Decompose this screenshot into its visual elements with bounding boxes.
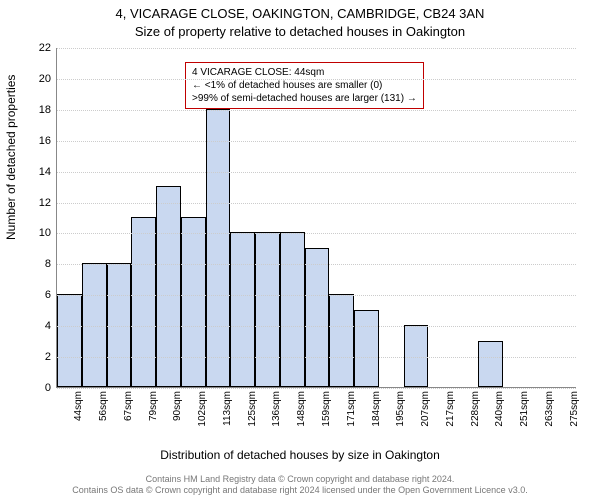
gridline bbox=[57, 326, 576, 327]
plot-area: 4 VICARAGE CLOSE: 44sqm ← <1% of detache… bbox=[56, 48, 576, 388]
x-tick-label: 102sqm bbox=[197, 387, 208, 427]
bar bbox=[305, 248, 330, 387]
x-tick-label: 240sqm bbox=[494, 387, 505, 427]
x-tick-label: 90sqm bbox=[172, 387, 183, 421]
x-tick-label: 195sqm bbox=[395, 387, 406, 427]
callout-line-2: ← <1% of detached houses are smaller (0) bbox=[192, 79, 417, 92]
x-tick-label: 79sqm bbox=[148, 387, 159, 421]
bar bbox=[255, 232, 280, 387]
y-tick-label: 4 bbox=[29, 320, 57, 332]
gridline bbox=[57, 48, 576, 49]
y-tick-label: 18 bbox=[29, 104, 57, 116]
y-tick-label: 12 bbox=[29, 197, 57, 209]
y-axis-label: Number of detached properties bbox=[4, 75, 18, 240]
footer-line-1: Contains HM Land Registry data © Crown c… bbox=[0, 474, 600, 485]
x-tick-label: 136sqm bbox=[271, 387, 282, 427]
x-tick-label: 228sqm bbox=[470, 387, 481, 427]
x-tick-label: 263sqm bbox=[544, 387, 555, 427]
bar bbox=[57, 294, 82, 387]
x-tick-label: 67sqm bbox=[123, 387, 134, 421]
gridline bbox=[57, 79, 576, 80]
bar bbox=[280, 232, 305, 387]
x-tick-label: 56sqm bbox=[98, 387, 109, 421]
bar bbox=[230, 232, 255, 387]
callout-line-1: 4 VICARAGE CLOSE: 44sqm bbox=[192, 66, 417, 79]
callout-box: 4 VICARAGE CLOSE: 44sqm ← <1% of detache… bbox=[185, 62, 424, 109]
y-tick-label: 6 bbox=[29, 289, 57, 301]
x-tick-label: 148sqm bbox=[296, 387, 307, 427]
footer-attribution: Contains HM Land Registry data © Crown c… bbox=[0, 474, 600, 496]
gridline bbox=[57, 110, 576, 111]
x-axis-label: Distribution of detached houses by size … bbox=[0, 448, 600, 462]
chart-title-main: 4, VICARAGE CLOSE, OAKINGTON, CAMBRIDGE,… bbox=[0, 6, 600, 21]
chart-title-sub: Size of property relative to detached ho… bbox=[0, 24, 600, 39]
x-tick-label: 217sqm bbox=[445, 387, 456, 427]
gridline bbox=[57, 141, 576, 142]
y-tick-label: 0 bbox=[29, 382, 57, 394]
x-tick-label: 171sqm bbox=[346, 387, 357, 427]
x-tick-label: 275sqm bbox=[569, 387, 580, 427]
bar bbox=[206, 109, 231, 387]
y-tick-label: 2 bbox=[29, 351, 57, 363]
x-tick-label: 251sqm bbox=[519, 387, 530, 427]
histogram-chart: 4, VICARAGE CLOSE, OAKINGTON, CAMBRIDGE,… bbox=[0, 0, 600, 500]
y-tick-label: 8 bbox=[29, 258, 57, 270]
bar bbox=[354, 310, 379, 387]
gridline bbox=[57, 357, 576, 358]
y-tick-label: 14 bbox=[29, 166, 57, 178]
x-tick-label: 207sqm bbox=[420, 387, 431, 427]
y-tick-label: 10 bbox=[29, 227, 57, 239]
x-tick-label: 125sqm bbox=[247, 387, 258, 427]
gridline bbox=[57, 203, 576, 204]
x-tick-label: 44sqm bbox=[73, 387, 84, 421]
footer-line-2: Contains OS data © Crown copyright and d… bbox=[0, 485, 600, 496]
x-tick-label: 159sqm bbox=[321, 387, 332, 427]
bar bbox=[329, 294, 354, 387]
bar bbox=[131, 217, 156, 387]
y-tick-label: 20 bbox=[29, 73, 57, 85]
gridline bbox=[57, 172, 576, 173]
bar bbox=[181, 217, 206, 387]
y-tick-label: 22 bbox=[29, 42, 57, 54]
gridline bbox=[57, 295, 576, 296]
x-tick-label: 113sqm bbox=[222, 387, 233, 426]
gridline bbox=[57, 264, 576, 265]
y-tick-label: 16 bbox=[29, 135, 57, 147]
x-tick-label: 184sqm bbox=[371, 387, 382, 427]
callout-line-3: >99% of semi-detached houses are larger … bbox=[192, 92, 417, 105]
gridline bbox=[57, 233, 576, 234]
bar bbox=[478, 341, 503, 387]
